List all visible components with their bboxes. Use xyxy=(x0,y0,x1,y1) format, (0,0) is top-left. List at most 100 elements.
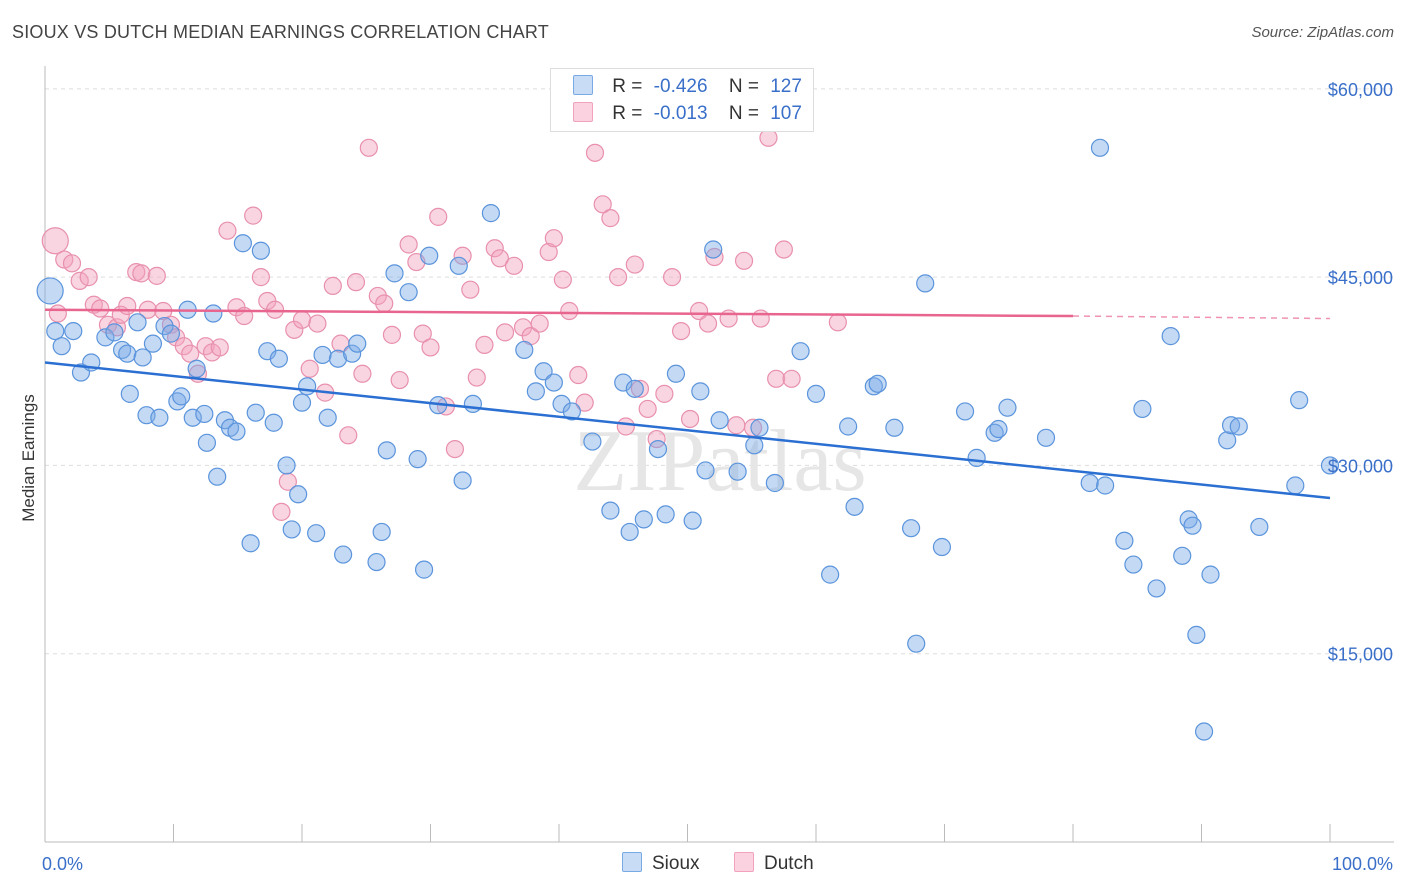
dutch-point xyxy=(445,439,465,459)
sioux-point xyxy=(691,382,710,401)
dutch-point xyxy=(461,280,480,299)
dutch-point xyxy=(490,249,509,268)
dutch-point xyxy=(210,338,229,357)
sioux-point xyxy=(408,450,427,469)
sioux-point xyxy=(967,448,986,467)
sioux-point xyxy=(601,501,620,520)
legend: R = -0.426 N = 127 R = -0.013 N = 107 xyxy=(550,68,814,132)
sioux-point xyxy=(791,342,810,361)
bottom-legend-dutch: Dutch xyxy=(734,852,814,875)
dutch-point xyxy=(767,369,786,388)
y-tick-label: $45,000 xyxy=(1328,268,1393,288)
legend-sioux-r-value: -0.426 xyxy=(653,76,708,97)
legend-sioux-n-value: 127 xyxy=(770,76,802,97)
dutch-series xyxy=(41,82,847,521)
sioux-point xyxy=(1194,722,1214,741)
sioux-point xyxy=(133,348,152,367)
dutch-point xyxy=(353,364,372,383)
sioux-point xyxy=(648,439,668,459)
dutch-point xyxy=(751,309,770,328)
gridlines xyxy=(45,88,1394,655)
sioux-point xyxy=(765,473,784,493)
sioux-point xyxy=(614,373,633,392)
sioux-point xyxy=(806,384,826,403)
sioux-point xyxy=(901,519,921,538)
sioux-point xyxy=(343,344,362,363)
dutch-point xyxy=(575,393,594,412)
dutch-point xyxy=(292,310,312,329)
dutch-point xyxy=(662,268,682,287)
dutch-point xyxy=(91,299,110,318)
sioux-point xyxy=(52,337,71,356)
sioux-point xyxy=(233,234,252,253)
y-tick-label: $60,000 xyxy=(1328,80,1393,100)
dutch-point xyxy=(630,379,650,398)
sioux-point xyxy=(634,510,653,529)
dutch-point xyxy=(359,138,378,157)
dutch-point xyxy=(48,304,67,323)
sioux-point xyxy=(385,264,404,283)
dutch-point xyxy=(181,344,200,363)
dutch-point xyxy=(339,426,358,445)
dutch-point xyxy=(560,301,579,321)
sioux-point xyxy=(246,403,265,422)
dutch-swatch xyxy=(573,102,593,122)
sioux-point xyxy=(105,323,124,342)
trend-lines xyxy=(44,308,1331,500)
sioux-point xyxy=(907,634,926,653)
legend-dutch-r-label: R = xyxy=(612,103,643,124)
sioux-point xyxy=(704,240,723,259)
sioux-point xyxy=(414,560,434,579)
dutch-point xyxy=(828,313,847,332)
dutch-point xyxy=(251,268,270,287)
sioux-point xyxy=(885,418,904,437)
sioux-point xyxy=(868,374,887,393)
sioux-point xyxy=(118,344,137,363)
sioux-point xyxy=(251,241,270,260)
sioux-point xyxy=(96,328,115,347)
sioux-point xyxy=(269,349,288,368)
dutch-point xyxy=(616,417,635,436)
dutch-point xyxy=(218,221,237,240)
sioux-point xyxy=(46,321,65,341)
sioux-point xyxy=(932,537,952,557)
sioux-point xyxy=(845,497,864,516)
sioux-point xyxy=(318,408,337,427)
sioux-point xyxy=(666,364,686,383)
x-tick-labels: 0.0% 100.0% xyxy=(42,854,1393,874)
sioux-point xyxy=(839,417,858,436)
sioux-point xyxy=(562,402,581,421)
sioux-point xyxy=(989,419,1008,439)
dutch-point xyxy=(539,242,558,262)
dutch-point xyxy=(429,207,448,226)
sioux-point xyxy=(204,304,223,323)
sioux-point xyxy=(208,467,227,486)
y-tick-label: $15,000 xyxy=(1328,645,1393,665)
sioux-point xyxy=(1183,516,1202,535)
sioux-point xyxy=(1201,565,1220,584)
dutch-point xyxy=(544,229,563,248)
sioux-point xyxy=(1036,428,1056,447)
sioux-point xyxy=(1221,416,1241,435)
sioux-point xyxy=(150,408,169,427)
dutch-point xyxy=(375,294,394,313)
dutch-point xyxy=(174,337,193,356)
dutch-point xyxy=(782,369,801,388)
sioux-point xyxy=(481,204,500,223)
dutch-point xyxy=(323,276,342,296)
dutch-point xyxy=(300,359,319,378)
x-tick-label: 100.0% xyxy=(1332,854,1393,874)
dutch-point xyxy=(734,251,754,270)
dutch-point xyxy=(689,301,709,321)
sioux-point xyxy=(745,436,764,455)
dutch-point xyxy=(147,266,166,285)
sioux-point xyxy=(1187,625,1206,644)
sioux-point xyxy=(955,402,975,421)
sioux-swatch xyxy=(573,75,593,95)
dutch-point xyxy=(530,314,549,333)
y-tick-label: $30,000 xyxy=(1328,456,1393,476)
dutch-point xyxy=(553,270,572,289)
sioux-point xyxy=(1090,138,1110,157)
sioux-point xyxy=(583,432,602,451)
sioux-point xyxy=(534,362,553,381)
